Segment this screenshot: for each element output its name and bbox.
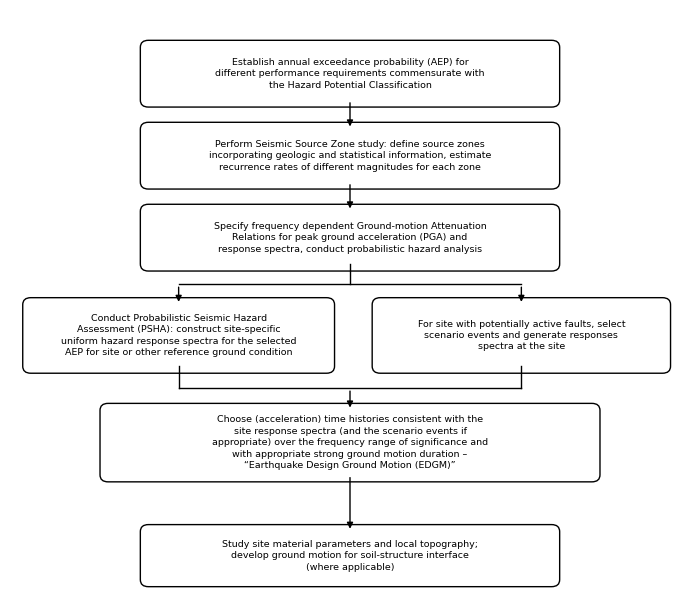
Text: For site with potentially active faults, select
scenario events and generate res: For site with potentially active faults,… bbox=[417, 320, 625, 351]
FancyBboxPatch shape bbox=[100, 403, 600, 482]
FancyBboxPatch shape bbox=[372, 298, 671, 373]
FancyBboxPatch shape bbox=[140, 204, 560, 271]
FancyBboxPatch shape bbox=[140, 40, 560, 107]
Text: Specify frequency dependent Ground-motion Attenuation
Relations for peak ground : Specify frequency dependent Ground-motio… bbox=[214, 221, 486, 254]
Text: Perform Seismic Source Zone study: define source zones
incorporating geologic an: Perform Seismic Source Zone study: defin… bbox=[209, 140, 491, 171]
FancyBboxPatch shape bbox=[140, 122, 560, 189]
Text: Choose (acceleration) time histories consistent with the
site response spectra (: Choose (acceleration) time histories con… bbox=[212, 415, 488, 470]
Text: Establish annual exceedance probability (AEP) for
different performance requirem: Establish annual exceedance probability … bbox=[216, 58, 484, 90]
FancyBboxPatch shape bbox=[22, 298, 335, 373]
FancyBboxPatch shape bbox=[140, 525, 560, 587]
Text: Study site material parameters and local topography;
develop ground motion for s: Study site material parameters and local… bbox=[222, 540, 478, 572]
Text: Conduct Probabilistic Seismic Hazard
Assessment (PSHA): construct site-specific
: Conduct Probabilistic Seismic Hazard Ass… bbox=[61, 314, 296, 357]
